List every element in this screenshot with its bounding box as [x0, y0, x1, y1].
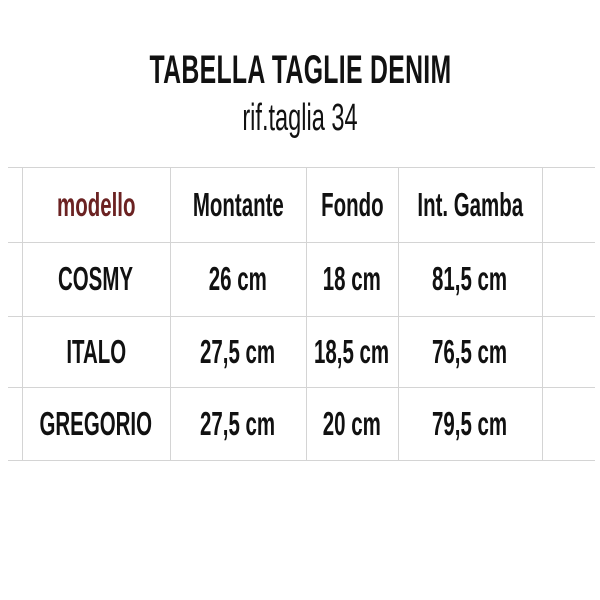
column-header: Int. Gamba	[398, 167, 542, 242]
model-name-cell: COSMY	[22, 242, 170, 316]
cell-text: Fondo	[320, 185, 384, 223]
grid-line-horizontal	[8, 387, 595, 388]
grid-line-horizontal	[8, 316, 595, 317]
measurement-cell: 27,5 cm	[170, 387, 306, 460]
grid-line-vertical	[398, 167, 399, 460]
measurement-cell: 20 cm	[306, 387, 398, 460]
cell-text: 18,5 cm	[314, 332, 390, 370]
grid-line-vertical	[22, 167, 23, 460]
grid-line-horizontal	[8, 460, 595, 461]
cell-text: modello	[56, 185, 136, 223]
measurement-cell: 27,5 cm	[170, 316, 306, 387]
title-text: TABELLA TAGLIE DENIM	[149, 48, 451, 92]
grid-line-horizontal	[8, 167, 595, 168]
cell-text: Int. Gamba	[417, 185, 523, 223]
cell-text: Montante	[192, 185, 284, 223]
column-header: Montante	[170, 167, 306, 242]
measurement-cell: 18,5 cm	[306, 316, 398, 387]
column-header: modello	[22, 167, 170, 242]
cell-text: COSMY	[58, 260, 134, 297]
cell-text: 79,5 cm	[432, 404, 508, 442]
model-name-cell: ITALO	[22, 316, 170, 387]
page-title: TABELLA TAGLIE DENIM	[0, 48, 600, 93]
cell-text: 76,5 cm	[432, 332, 508, 370]
column-header: Fondo	[306, 167, 398, 242]
measurement-cell: 79,5 cm	[398, 387, 542, 460]
cell-text: 20 cm	[322, 404, 382, 442]
cell-text: 27,5 cm	[200, 404, 276, 442]
cell-text: 18 cm	[322, 260, 382, 297]
cell-text: 81,5 cm	[432, 260, 508, 297]
measurement-cell: 26 cm	[170, 242, 306, 316]
subtitle-text: rif.taglia 34	[242, 97, 358, 139]
grid-line-horizontal	[8, 242, 595, 243]
cell-text: 26 cm	[208, 260, 268, 297]
grid-line-vertical	[542, 167, 543, 460]
page-subtitle: rif.taglia 34	[0, 97, 600, 140]
measurement-cell: 18 cm	[306, 242, 398, 316]
grid-line-vertical	[306, 167, 307, 460]
measurement-cell: 76,5 cm	[398, 316, 542, 387]
model-name-cell: GREGORIO	[22, 387, 170, 460]
cell-text: ITALO	[66, 332, 126, 370]
measurement-cell: 81,5 cm	[398, 242, 542, 316]
grid-line-vertical	[170, 167, 171, 460]
cell-text: GREGORIO	[39, 404, 153, 442]
cell-text: 27,5 cm	[200, 332, 276, 370]
